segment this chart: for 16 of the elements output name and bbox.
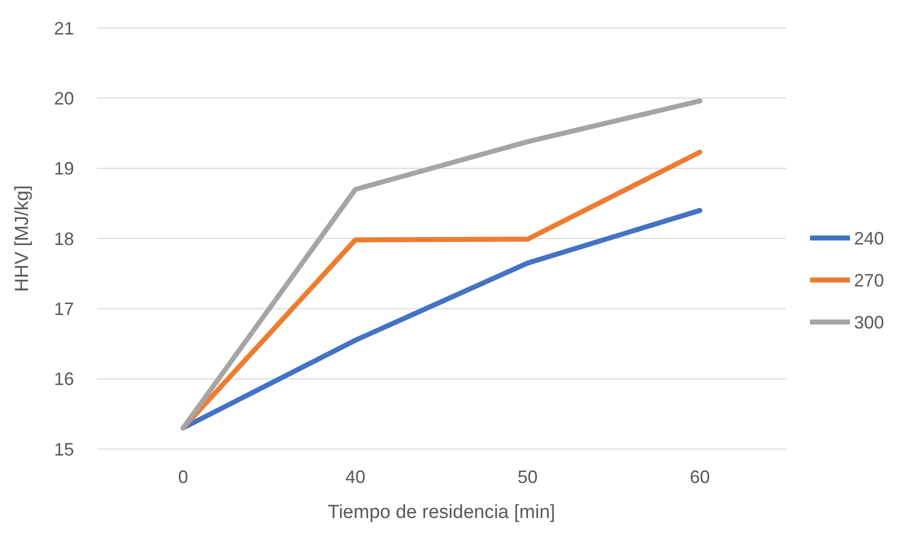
y-tick-label: 20 bbox=[54, 88, 74, 108]
x-tick-label: 40 bbox=[345, 467, 366, 487]
x-tick-label: 60 bbox=[690, 467, 710, 487]
x-tick-label: 0 bbox=[178, 467, 188, 487]
y-axis-title: HHV [MJ/kg] bbox=[12, 185, 33, 292]
x-tick-label: 50 bbox=[518, 467, 538, 487]
y-tick-label: 17 bbox=[54, 298, 74, 319]
legend-label: 270 bbox=[854, 270, 884, 290]
y-tick-label: 21 bbox=[54, 18, 74, 38]
x-axis-title: Tiempo de residencia [min] bbox=[328, 502, 556, 523]
legend-label: 300 bbox=[854, 312, 884, 332]
legend-label: 240 bbox=[854, 228, 884, 248]
y-tick-label: 15 bbox=[54, 439, 74, 460]
y-tick-label: 18 bbox=[54, 228, 74, 249]
y-tick-label: 16 bbox=[54, 369, 74, 390]
y-tick-label: 19 bbox=[54, 158, 74, 179]
